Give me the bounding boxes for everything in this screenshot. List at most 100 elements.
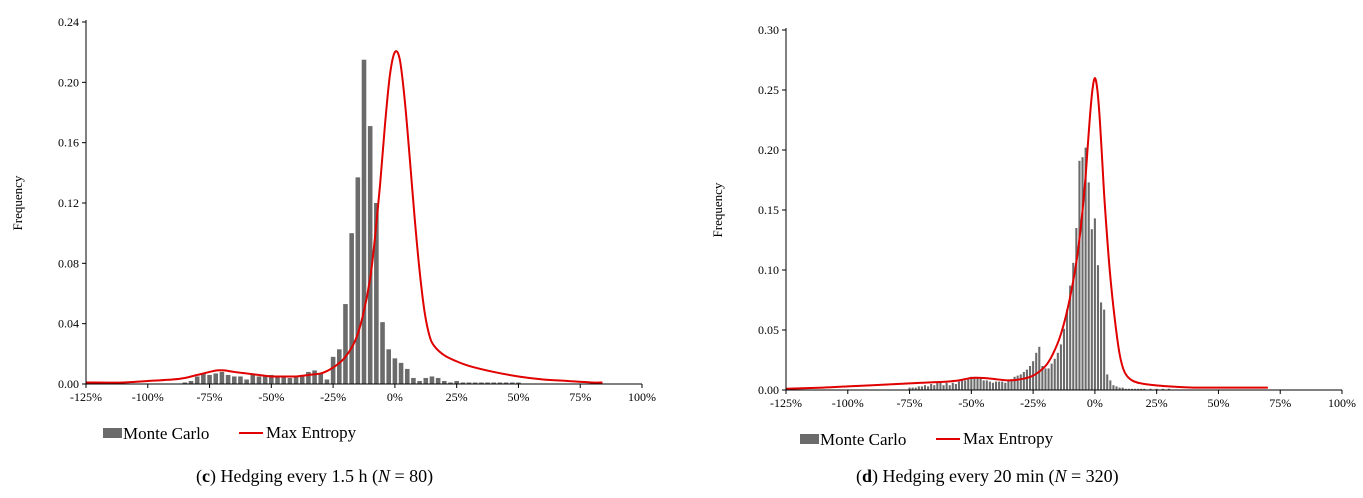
legend-label-monte-carlo: Monte Carlo xyxy=(820,430,906,449)
histogram-bar xyxy=(188,380,194,384)
histogram-bar xyxy=(1019,374,1022,390)
histogram-bar xyxy=(1056,352,1059,390)
x-tick-label: -25% xyxy=(1020,396,1046,410)
histogram-bar xyxy=(933,385,936,390)
histogram-bar xyxy=(1130,388,1133,390)
x-tick-label: -75% xyxy=(197,390,223,404)
x-tick-label: -75% xyxy=(897,396,923,410)
y-tick-label: 0.12 xyxy=(58,196,79,210)
x-tick-label: -50% xyxy=(258,390,284,404)
y-tick-label: 0.04 xyxy=(58,317,79,331)
histogram-bar xyxy=(1066,309,1069,390)
histogram-bar xyxy=(330,356,336,384)
histogram-bar xyxy=(1069,285,1072,390)
y-tick-label: 0.05 xyxy=(758,323,779,337)
caption-letter: c xyxy=(202,466,210,486)
histogram-bar xyxy=(312,370,317,384)
histogram-bar xyxy=(324,379,330,384)
histogram-bar xyxy=(479,382,484,384)
histogram-bar xyxy=(1167,388,1171,390)
histogram-bar xyxy=(231,376,237,384)
histogram-bar xyxy=(1100,302,1103,390)
histogram-bar xyxy=(454,380,459,384)
histogram-bar xyxy=(988,381,991,390)
x-tick-label: 25% xyxy=(446,390,468,404)
histogram-bar xyxy=(970,376,973,390)
histogram-bar xyxy=(1072,262,1075,390)
histogram-bar xyxy=(442,380,447,384)
histogram-bar xyxy=(908,387,911,390)
histogram-bar xyxy=(225,374,231,384)
x-tick-label: -50% xyxy=(958,396,984,410)
x-tick-label: -100% xyxy=(832,396,864,410)
histogram-bar xyxy=(1007,380,1010,390)
caption-d: (d) Hedging every 20 min (N = 320) xyxy=(856,466,1119,486)
x-tick-label: 50% xyxy=(507,390,529,404)
histogram-bar xyxy=(194,376,200,384)
histogram-bar xyxy=(1050,363,1053,390)
histogram-bar xyxy=(954,384,957,390)
histogram-bar xyxy=(945,382,948,390)
histogram-bar xyxy=(1022,372,1025,390)
histogram-bar xyxy=(1161,388,1164,390)
caption-rest: = 80) xyxy=(389,466,434,486)
histogram-bar xyxy=(1004,382,1007,390)
histogram-bar xyxy=(967,379,970,390)
x-tick-label: -125% xyxy=(70,390,102,404)
histogram-bar xyxy=(182,382,188,384)
histogram-bar xyxy=(448,382,453,384)
histogram-bar xyxy=(435,377,441,384)
histogram-bar xyxy=(1010,379,1013,390)
histogram-bar xyxy=(1121,387,1124,390)
y-tick-label: 0.08 xyxy=(58,256,79,270)
histogram-bar xyxy=(936,382,939,390)
histogram-bar xyxy=(1013,376,1016,390)
histogram-bar xyxy=(1044,368,1047,390)
x-tick-label: 100% xyxy=(628,390,656,404)
histogram-bar xyxy=(1155,388,1158,390)
histogram-bar xyxy=(1140,388,1143,390)
histogram-bar xyxy=(213,373,219,384)
x-tick-label: 25% xyxy=(1146,396,1168,410)
legend-label-max-entropy: Max Entropy xyxy=(266,423,357,442)
histogram-bar xyxy=(207,374,212,384)
histogram-bar xyxy=(942,385,945,390)
histogram-bar xyxy=(1115,386,1118,390)
x-tick-label: 0% xyxy=(1087,396,1103,410)
histogram-bar xyxy=(1016,375,1019,390)
histogram-bar xyxy=(429,376,435,384)
caption-var: N xyxy=(1054,466,1067,486)
histogram-bar xyxy=(404,368,410,384)
max-entropy-line xyxy=(785,76,1268,390)
histogram-bar xyxy=(1137,388,1140,390)
histogram-bar xyxy=(1075,228,1078,390)
histogram-bar xyxy=(979,378,982,390)
histogram-bar xyxy=(995,381,998,390)
histogram-bar xyxy=(275,376,280,384)
histogram-bar xyxy=(201,373,206,384)
y-tick-label: 0.30 xyxy=(758,23,779,37)
chart-panel-d: 0.00 0.05 0.10 0.15 0.20 0.25 0.30 -125% -100% -7… xyxy=(682,0,1363,498)
histogram-bar xyxy=(939,382,942,390)
histogram-bar xyxy=(1106,374,1109,390)
histogram-bar xyxy=(961,380,964,390)
y-tick-label: 0.20 xyxy=(758,143,779,157)
histogram-bar xyxy=(1038,346,1041,390)
histogram-bar xyxy=(374,203,379,384)
histogram-bar xyxy=(1047,368,1050,390)
histogram-bar xyxy=(472,382,478,384)
histogram-bar xyxy=(244,379,249,384)
y-tick-label: 0.00 xyxy=(58,377,79,391)
histogram-bar xyxy=(269,374,274,384)
caption-text: Hedging every 20 min ( xyxy=(882,466,1055,486)
histogram-bar xyxy=(985,380,988,390)
histogram-bar xyxy=(914,387,917,390)
caption-var: N xyxy=(377,466,390,486)
histogram-bar xyxy=(948,385,951,390)
histogram-bar xyxy=(957,381,961,390)
histogram-bar xyxy=(349,233,354,384)
histogram-chart-d: 0.00 0.05 0.10 0.15 0.20 0.25 0.30 -125% -100% -7… xyxy=(710,23,1356,449)
histogram-bar xyxy=(250,374,256,384)
histogram-bar xyxy=(951,382,954,390)
y-axis-label: Frequency xyxy=(10,175,25,230)
